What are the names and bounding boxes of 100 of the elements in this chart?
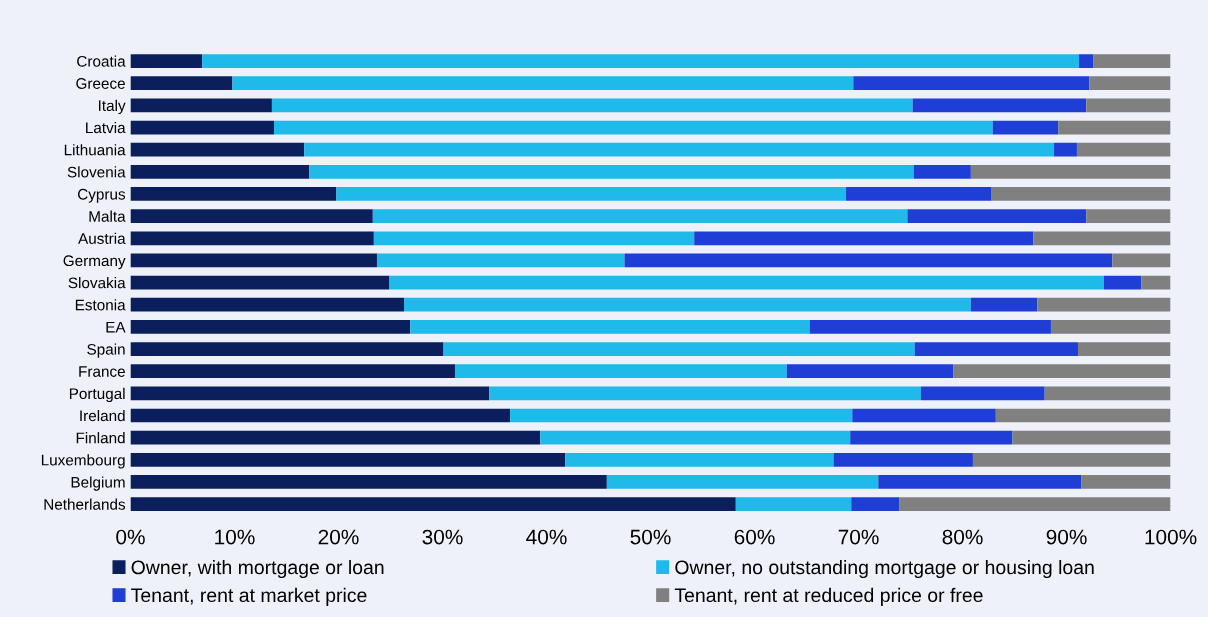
- x-tick-label: 10%: [215, 529, 255, 545]
- bar: [404, 297, 971, 312]
- bar: [130, 231, 374, 246]
- bar: [1086, 209, 1171, 223]
- y-tick-label: Ireland: [80, 409, 125, 422]
- bar: [846, 187, 992, 201]
- bar: [907, 209, 1087, 223]
- bar: [130, 452, 566, 467]
- bar: [1012, 430, 1171, 445]
- bar: [1054, 142, 1077, 157]
- bar: [271, 98, 913, 113]
- bar: [914, 342, 1078, 356]
- bar: [130, 497, 736, 511]
- legend-label: Tenant, rent at reduced price or free: [674, 587, 983, 606]
- bar: [443, 342, 915, 356]
- bar: [970, 164, 1171, 179]
- bar: [809, 320, 1051, 334]
- x-tick-label: 90%: [1046, 529, 1087, 545]
- bar: [130, 342, 444, 356]
- bar: [130, 54, 203, 68]
- bar: [130, 364, 455, 379]
- bar: [852, 408, 996, 423]
- y-tick-label: Lithuania: [64, 144, 126, 156]
- legend-label: Owner, with mortgage or loan: [131, 559, 384, 579]
- bar: [1093, 54, 1171, 68]
- bar: [851, 497, 900, 511]
- bar: [1037, 297, 1171, 312]
- bar: [833, 452, 973, 467]
- y-tick-label: Austria: [78, 232, 126, 244]
- bar: [912, 98, 1087, 113]
- bar: [376, 253, 625, 268]
- y-tick-label: Italy: [99, 99, 126, 115]
- bar: [130, 253, 377, 268]
- bar: [130, 430, 541, 445]
- bar: [972, 452, 1171, 467]
- bar: [995, 408, 1171, 423]
- bar: [130, 386, 490, 401]
- bar: [606, 475, 879, 489]
- x-tick-label: 0%: [116, 529, 145, 545]
- y-tick-label: Luxembourg: [41, 454, 125, 469]
- bar: [130, 187, 337, 201]
- bar: [130, 76, 233, 91]
- bar: [992, 120, 1059, 135]
- bar: [1033, 231, 1171, 246]
- bar: [1050, 320, 1171, 334]
- bar: [410, 320, 810, 334]
- y-tick-label: France: [79, 366, 125, 377]
- x-tick-label: 20%: [318, 529, 359, 545]
- legend-label: Owner, no outstanding mortgage or housing loan: [675, 559, 1094, 579]
- bar: [878, 475, 1082, 489]
- bar: [510, 408, 853, 423]
- y-tick-label: Estonia: [75, 299, 126, 311]
- y-tick-label: Slovenia: [67, 166, 126, 178]
- bar: [336, 187, 847, 201]
- bar: [489, 386, 921, 401]
- bar: [1141, 275, 1171, 290]
- bar: [565, 452, 834, 467]
- bar: [786, 364, 954, 379]
- bar: [389, 275, 1104, 290]
- x-tick-label: 40%: [526, 529, 567, 545]
- bar: [304, 142, 1055, 157]
- bar: [373, 231, 695, 246]
- bar: [953, 364, 1171, 379]
- y-tick-label: Latvia: [86, 121, 126, 134]
- y-tick-label: Slovakia: [68, 277, 126, 289]
- y-tick-label: Greece: [76, 78, 125, 89]
- y-tick-label: Finland: [76, 432, 125, 444]
- bar: [1077, 342, 1171, 356]
- bar: [130, 275, 390, 290]
- bar: [920, 386, 1045, 401]
- bar: [694, 231, 1034, 246]
- y-tick-label: Germany: [63, 255, 126, 270]
- x-tick-label: 100%: [1145, 529, 1197, 545]
- y-tick-label: Spain: [87, 343, 125, 358]
- bar: [991, 187, 1171, 201]
- bar: [1076, 142, 1171, 157]
- bar: [970, 297, 1038, 312]
- bar: [1079, 54, 1094, 68]
- y-tick-label: Belgium: [71, 476, 125, 491]
- y-tick-label: Netherlands: [44, 498, 126, 510]
- bar: [130, 120, 274, 135]
- bar: [899, 497, 1171, 511]
- bar: [1103, 275, 1142, 290]
- bar: [1058, 120, 1171, 135]
- bar: [850, 430, 1013, 445]
- bar: [309, 164, 914, 179]
- bar: [1089, 76, 1171, 91]
- bar: [1112, 253, 1171, 268]
- bar: [130, 98, 272, 113]
- bar: [1044, 386, 1171, 401]
- y-tick-label: EA: [106, 321, 126, 333]
- y-tick-label: Cyprus: [77, 188, 126, 203]
- bar: [1081, 475, 1171, 489]
- x-tick-label: 30%: [422, 529, 463, 545]
- x-tick-label: 60%: [734, 529, 775, 545]
- x-tick-label: 50%: [630, 529, 671, 545]
- bar: [130, 475, 607, 489]
- y-tick-label: Portugal: [69, 387, 125, 403]
- y-tick-label: Croatia: [77, 55, 126, 67]
- bar: [853, 76, 1090, 91]
